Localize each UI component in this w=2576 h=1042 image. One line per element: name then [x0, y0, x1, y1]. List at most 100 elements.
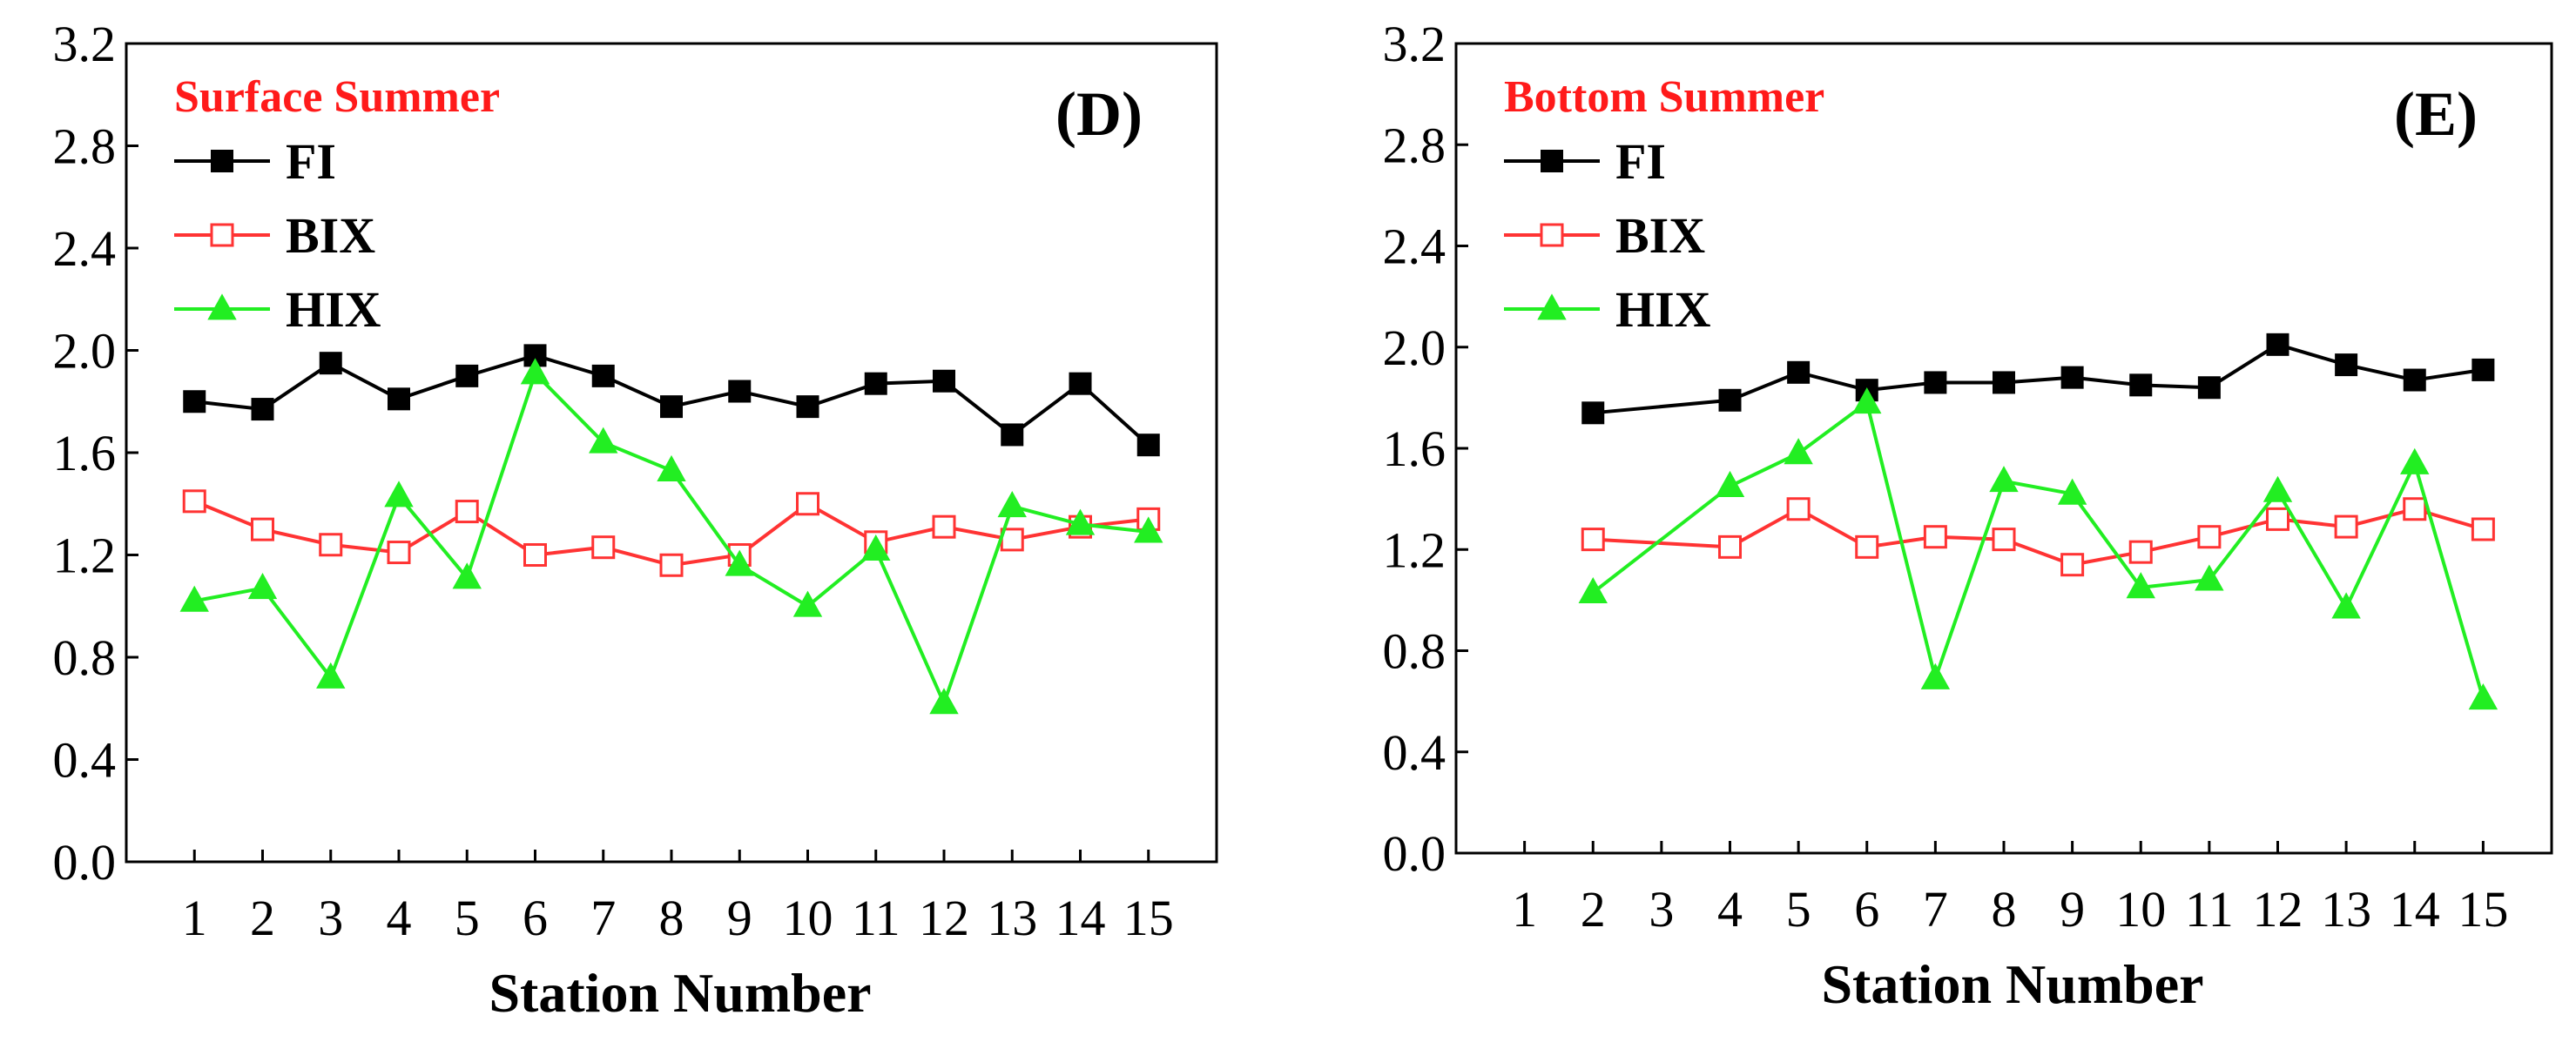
data-point-marker	[929, 688, 959, 715]
series-hix	[179, 358, 1163, 715]
data-point-marker	[861, 534, 891, 561]
series-bix	[182, 489, 1161, 577]
series-hix	[1578, 387, 2498, 710]
x-tick-label: 7	[590, 890, 616, 946]
data-point-marker	[1581, 528, 1605, 552]
x-tick-label: 12	[2253, 881, 2303, 938]
x-tick-label: 9	[727, 890, 752, 946]
data-point-marker	[384, 481, 414, 508]
data-point-marker	[455, 364, 479, 387]
data-point-marker	[455, 500, 479, 524]
x-tick-label: 10	[783, 890, 833, 946]
data-point-marker	[659, 553, 684, 577]
x-tick-label: 9	[2060, 881, 2085, 938]
data-point-marker	[2060, 553, 2085, 577]
data-point-marker	[452, 562, 482, 589]
data-point-marker	[2197, 376, 2221, 400]
data-point-marker	[1541, 150, 1563, 172]
legend-label: BIX	[286, 207, 375, 264]
data-point-marker	[2468, 683, 2498, 710]
data-point-marker	[183, 390, 206, 413]
data-point-marker	[210, 223, 234, 247]
x-axis-title: Station Number	[489, 962, 871, 1024]
data-point-marker	[1718, 534, 1742, 559]
data-point-marker	[251, 517, 274, 541]
legend-label: BIX	[1615, 207, 1705, 264]
x-tick-label: 4	[1717, 881, 1743, 938]
data-point-marker	[2060, 366, 2084, 389]
data-point-marker	[2403, 497, 2427, 521]
data-point-marker	[1992, 528, 2016, 552]
data-point-marker	[725, 549, 754, 576]
y-tick-label: 1.2	[53, 528, 117, 584]
series-fi	[1581, 333, 2495, 425]
data-point-marker	[1923, 525, 1947, 549]
y-tick-label: 0.8	[1383, 623, 1446, 680]
data-point-marker	[387, 541, 411, 565]
data-point-marker	[591, 364, 615, 387]
legend: FI BIX HIX	[174, 133, 381, 338]
x-tick-label: 1	[182, 890, 207, 946]
data-point-marker	[1540, 223, 1564, 247]
legend-item-bix: BIX	[1504, 207, 1705, 264]
legend-item-fi: FI	[1504, 133, 1666, 190]
data-point-marker	[211, 150, 233, 172]
legend-item-hix: HIX	[174, 281, 381, 338]
data-point-marker	[2471, 517, 2495, 541]
x-tick-label: 13	[987, 890, 1037, 946]
legend-item-fi: FI	[174, 133, 336, 190]
legend: FI BIX HIX	[1504, 133, 1711, 338]
y-tick-label: 1.6	[53, 425, 117, 481]
y-tick-label: 0.4	[53, 732, 117, 789]
data-point-marker	[1001, 423, 1024, 447]
x-tick-label: 6	[523, 890, 548, 946]
legend-label: HIX	[286, 281, 381, 338]
legend-item-hix: HIX	[1504, 281, 1711, 338]
data-point-marker	[660, 395, 683, 419]
data-point-marker	[247, 573, 278, 600]
x-tick-label: 15	[2458, 881, 2508, 938]
data-point-marker	[251, 398, 274, 421]
data-point-marker	[316, 662, 346, 689]
legend-label: FI	[1615, 133, 1666, 190]
data-point-marker	[2195, 564, 2224, 591]
data-point-marker	[1136, 507, 1161, 531]
data-point-marker	[523, 543, 547, 567]
y-tick-label: 0.8	[53, 629, 117, 686]
y-tick-label: 1.2	[1383, 521, 1446, 578]
data-point-marker	[1578, 576, 1608, 604]
data-point-marker	[589, 427, 618, 454]
y-tick-label: 0.0	[53, 834, 117, 891]
x-tick-label: 8	[659, 890, 684, 946]
x-tick-label: 3	[318, 890, 343, 946]
data-point-marker	[2471, 358, 2495, 381]
data-point-marker	[657, 454, 686, 481]
data-point-marker	[1855, 534, 1879, 559]
legend-label: HIX	[1615, 281, 1711, 338]
y-tick-label: 3.2	[1383, 16, 1446, 72]
x-tick-label: 11	[2185, 881, 2234, 938]
chart-panel-2: 0.00.40.81.21.62.02.42.83.21 2 3 4 5 6 7 8 9 10 11…	[1383, 16, 2553, 1015]
series-bix	[1581, 497, 2495, 577]
data-point-marker	[388, 387, 410, 411]
panel-letter: (E)	[2394, 79, 2478, 149]
data-point-marker	[2266, 507, 2289, 531]
y-tick-label: 1.6	[1383, 420, 1446, 477]
x-tick-label: 7	[1923, 881, 1948, 938]
panel-title: Bottom Summer	[1504, 72, 1824, 122]
data-point-marker	[1718, 388, 1742, 412]
legend-item-bix: BIX	[174, 207, 375, 264]
data-point-marker	[2403, 368, 2426, 392]
panel-letter: (D)	[1055, 79, 1143, 149]
data-point-marker	[997, 491, 1027, 518]
x-tick-label: 15	[1123, 890, 1174, 946]
y-tick-label: 2.0	[1383, 319, 1446, 376]
x-tick-label: 2	[250, 890, 275, 946]
data-point-marker	[2262, 475, 2293, 502]
y-tick-label: 2.8	[1383, 117, 1446, 173]
data-point-marker	[1136, 434, 1160, 457]
x-tick-label: 13	[2321, 881, 2371, 938]
data-point-marker	[1065, 508, 1096, 535]
x-tick-label: 2	[1581, 881, 1606, 938]
